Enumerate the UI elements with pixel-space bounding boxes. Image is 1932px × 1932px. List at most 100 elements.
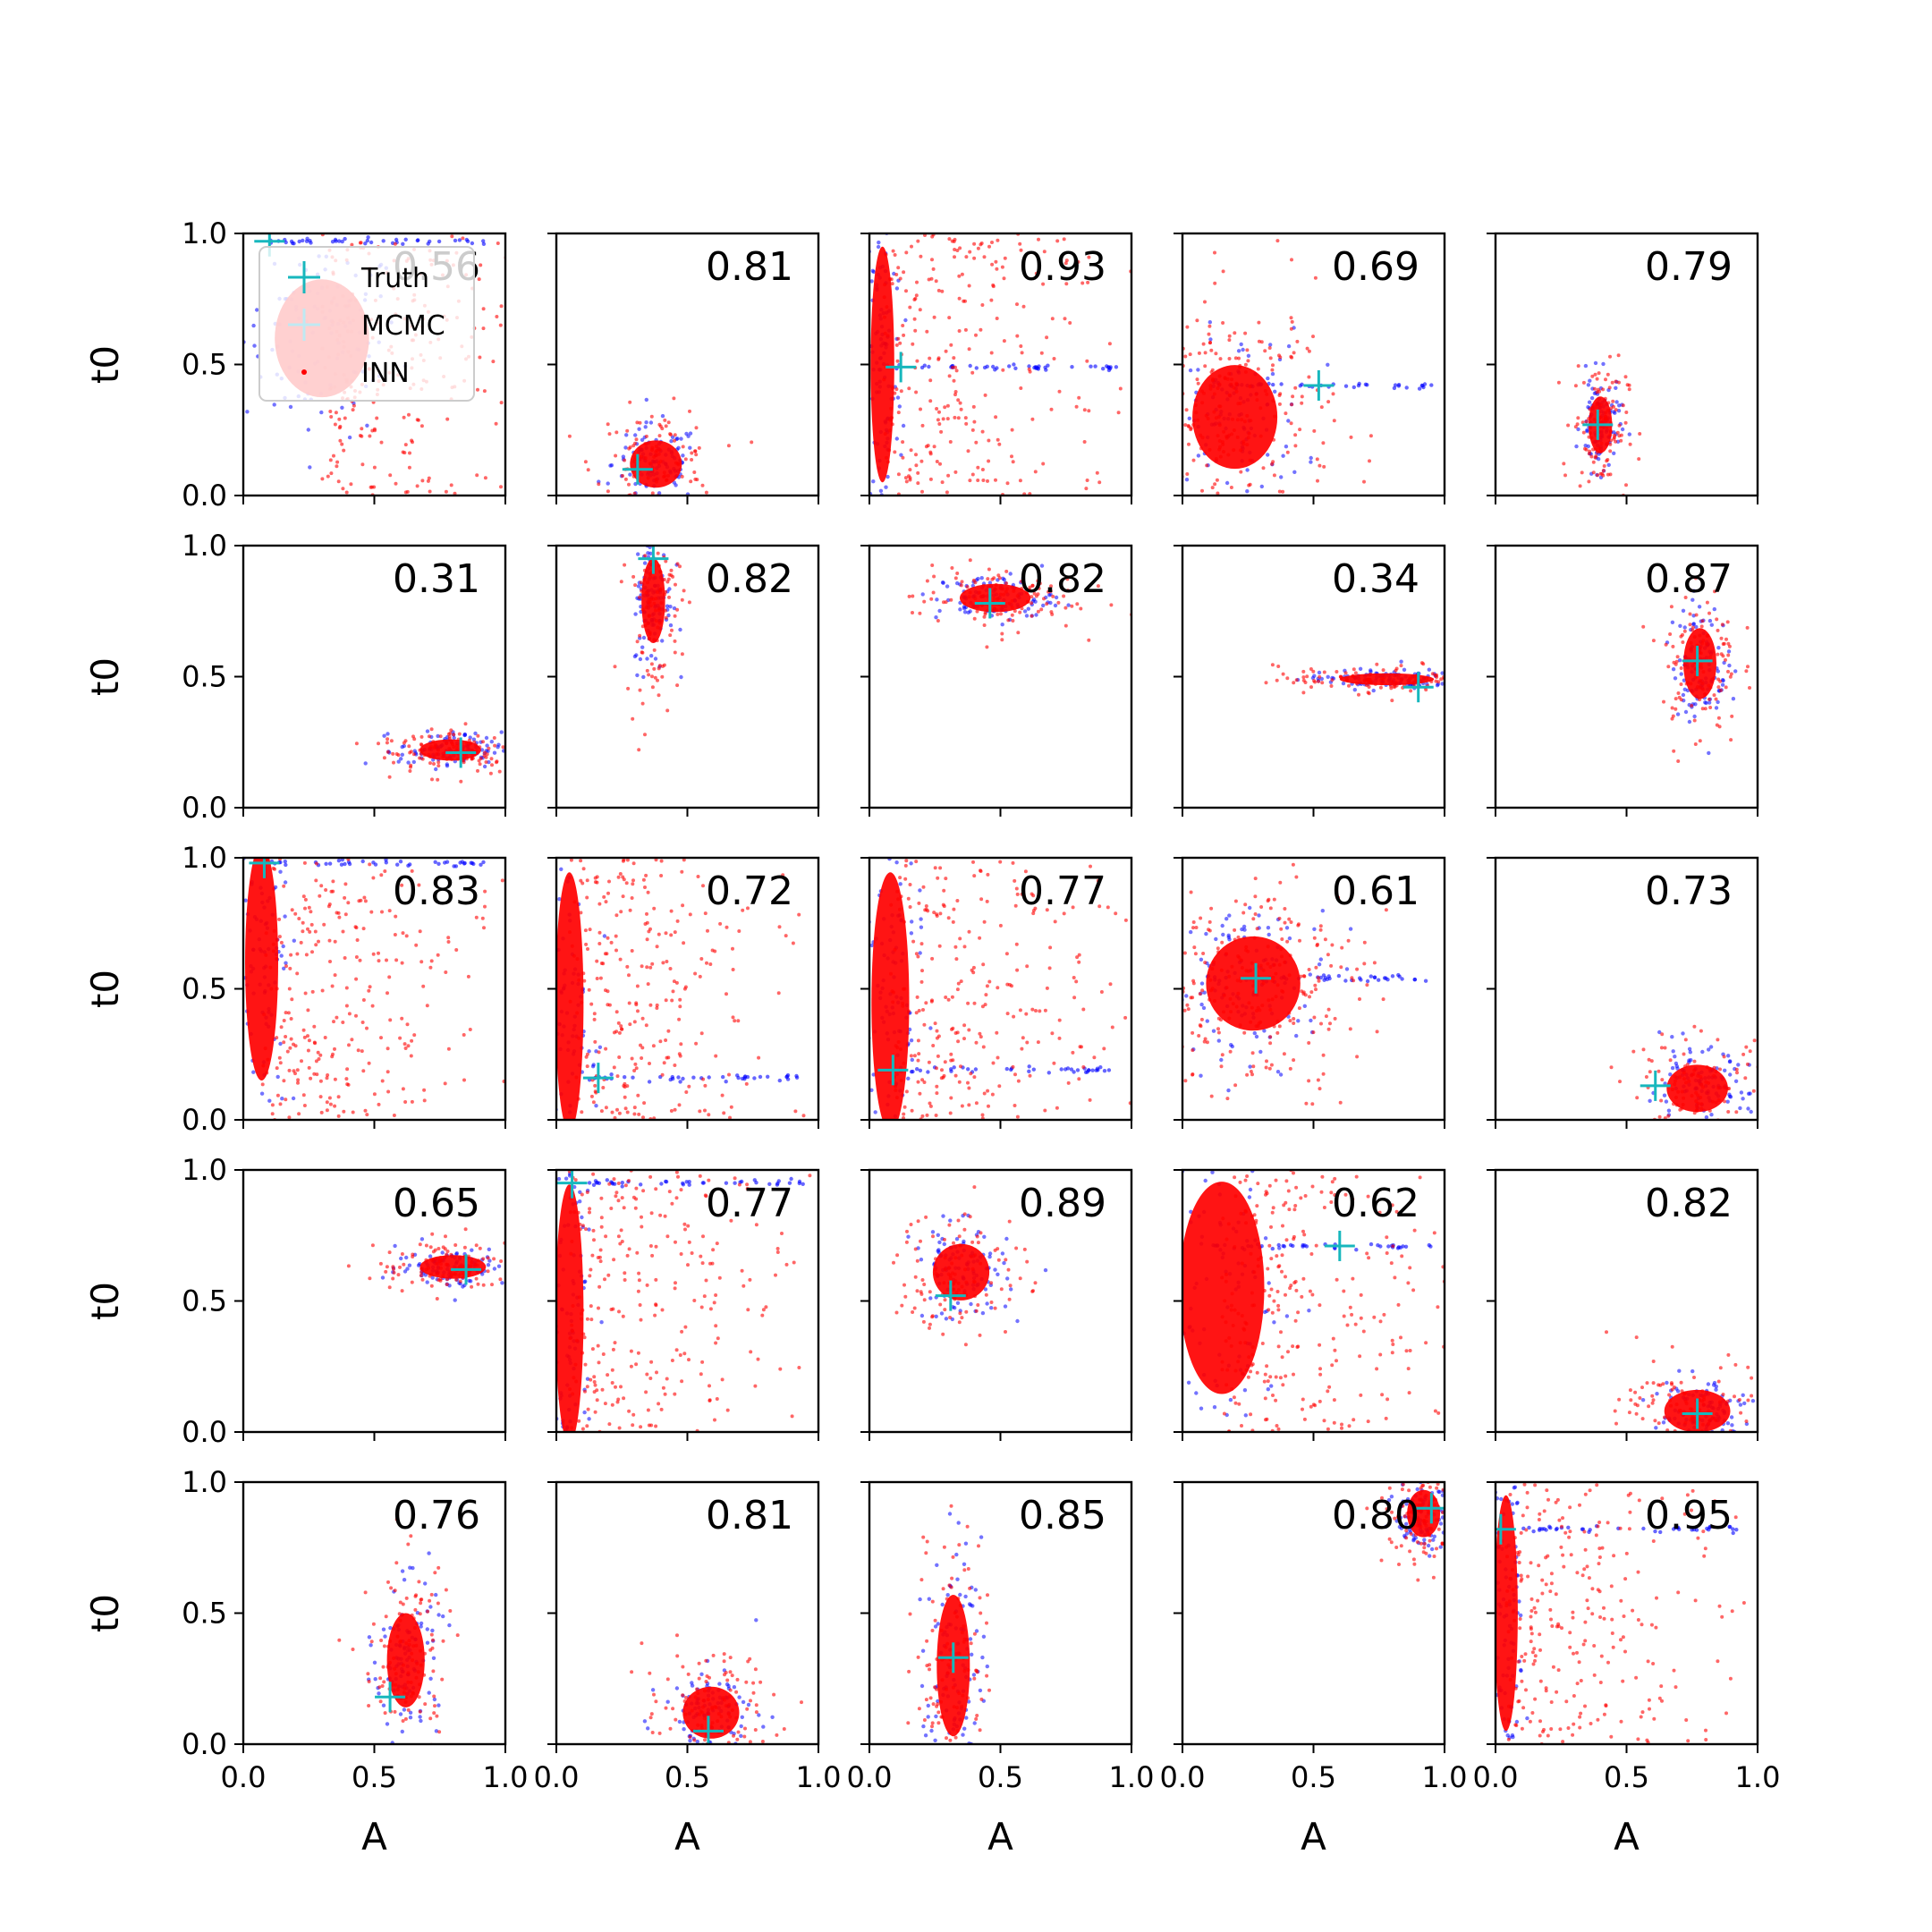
inn-point (916, 954, 920, 959)
inn-point (1700, 619, 1705, 623)
inn-point (356, 1048, 360, 1053)
inn-point (1033, 906, 1038, 911)
mcmc-point (1292, 470, 1297, 474)
inn-point (1227, 357, 1232, 360)
mcmc-point (624, 433, 629, 437)
inn-point (1217, 382, 1222, 386)
mcmc-point (1736, 1063, 1741, 1067)
mcmc-point (785, 1077, 791, 1081)
mcmc-point (1309, 455, 1313, 461)
inn-point (970, 370, 975, 375)
inn-point (894, 273, 899, 276)
y-tick-label: 0.5 (182, 660, 227, 694)
inn-point (412, 1033, 417, 1038)
mcmc-point (499, 730, 504, 734)
mcmc-point (1226, 935, 1232, 940)
mcmc-point (462, 861, 467, 866)
mcmc-point (935, 597, 939, 602)
inn-point (1701, 670, 1706, 674)
mcmc-point (587, 1049, 591, 1054)
inn-point (983, 612, 987, 616)
inn-point (700, 483, 705, 487)
panel-points (243, 858, 505, 1120)
inn-point (694, 426, 699, 430)
inn-point (985, 984, 989, 988)
inn-point (279, 1025, 284, 1030)
inn-point (491, 360, 496, 364)
inn-point (1228, 996, 1233, 1001)
mcmc-point (1027, 364, 1031, 369)
inn-point (621, 894, 625, 899)
inn-point (1026, 599, 1030, 604)
mcmc-point (252, 343, 257, 348)
inn-point (1679, 698, 1683, 702)
mcmc-point (1211, 1029, 1216, 1033)
inn-point (317, 939, 320, 944)
inn-point (642, 1101, 647, 1106)
mcmc-point (284, 961, 288, 965)
inn-point (673, 614, 677, 618)
mcmc-point (1419, 383, 1425, 388)
inn-point (1367, 691, 1371, 696)
inn-point (351, 408, 355, 412)
inn-point (1282, 1052, 1286, 1056)
inn-point (955, 899, 960, 902)
inn-point (883, 315, 886, 319)
inn-point (1045, 602, 1049, 606)
inn-point (1670, 716, 1674, 721)
inn-point (1213, 281, 1217, 285)
inn-point (987, 438, 991, 443)
inn-point (648, 575, 653, 579)
inn-point (402, 415, 406, 419)
mcmc-point (1221, 932, 1225, 937)
inn-point (932, 315, 936, 319)
panel-r1-c4: 0.87 (1487, 544, 1759, 817)
mcmc-point (1326, 362, 1330, 367)
inn-point (1340, 945, 1344, 950)
inn-point (1217, 374, 1222, 378)
inn-point (1208, 978, 1213, 982)
mcmc-point (272, 402, 276, 407)
inn-point (1601, 469, 1606, 473)
mcmc-point (1673, 1055, 1677, 1059)
inn-point (1195, 318, 1199, 323)
inn-point (333, 1046, 336, 1051)
inn-point (284, 1097, 288, 1102)
inn-point (394, 752, 399, 756)
inn-point (1368, 672, 1373, 676)
mcmc-point (1726, 1054, 1731, 1058)
panel-r1-c0: 0.310.00.51.0t0 (83, 529, 507, 825)
inn-point (1217, 439, 1222, 443)
inn-point (1311, 335, 1315, 339)
inn-point (1384, 908, 1388, 912)
mcmc-point (288, 404, 293, 410)
inn-point (1250, 1005, 1254, 1010)
panel-r0-c1: 0.81 (547, 232, 820, 504)
panel-points (1556, 353, 1642, 496)
inn-point (1296, 923, 1301, 928)
inn-point (1366, 677, 1370, 682)
inn-density-core (1206, 936, 1301, 1031)
inn-point (306, 1008, 310, 1013)
mcmc-point (871, 269, 876, 275)
inn-point (971, 970, 976, 975)
inn-point (1227, 338, 1232, 343)
inn-point (664, 559, 668, 564)
inn-point (982, 255, 987, 259)
inn-point (418, 929, 422, 934)
inn-point (801, 1114, 806, 1118)
panel-score: 0.82 (706, 556, 793, 602)
mcmc-point (365, 238, 369, 243)
inn-point (1106, 905, 1110, 910)
inn-point (411, 752, 416, 757)
inn-point (363, 1108, 368, 1113)
inn-point (920, 1114, 925, 1118)
inn-point (422, 1098, 427, 1103)
inn-point (943, 405, 947, 410)
mcmc-point (974, 366, 979, 370)
inn-point (1328, 1021, 1332, 1026)
inn-point (972, 1001, 977, 1005)
inn-point (371, 952, 376, 956)
inn-point (417, 883, 421, 887)
mcmc-point (1336, 973, 1342, 979)
